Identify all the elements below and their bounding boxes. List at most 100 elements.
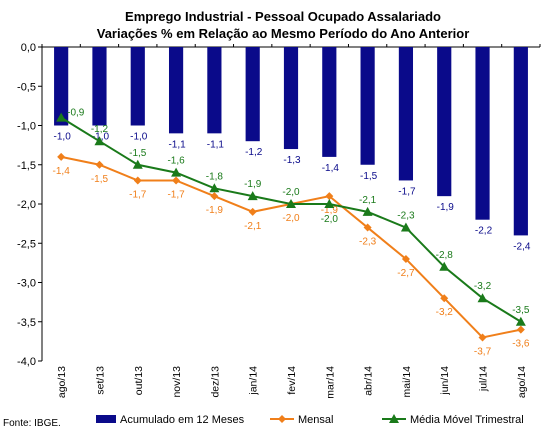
bar-data-label: -1,4 bbox=[322, 163, 340, 174]
media-movel-data-label: -3,2 bbox=[474, 281, 492, 292]
media-movel-data-label: -1,9 bbox=[244, 179, 262, 190]
media-movel-point bbox=[362, 206, 373, 216]
y-tick-label: -2,5 bbox=[17, 238, 36, 250]
mensal-data-label: -1,5 bbox=[91, 174, 109, 185]
bar bbox=[54, 47, 69, 126]
bar bbox=[360, 47, 375, 165]
media-movel-point bbox=[56, 112, 67, 122]
y-tick-label: -1,0 bbox=[17, 121, 36, 133]
mensal-point bbox=[440, 294, 449, 303]
mensal-data-label: -1,4 bbox=[53, 166, 71, 177]
bar bbox=[513, 47, 528, 236]
mensal-point bbox=[363, 223, 372, 232]
x-tick-label: mar/14 bbox=[324, 366, 336, 399]
media-movel-data-label: -0,9 bbox=[67, 108, 85, 119]
bar-data-label: -1,2 bbox=[245, 147, 263, 158]
mensal-data-label: -3,6 bbox=[512, 339, 530, 350]
mensal-data-label: -1,9 bbox=[321, 205, 339, 216]
bar-data-label: -1,3 bbox=[283, 155, 301, 166]
mensal-data-label: -1,7 bbox=[129, 189, 147, 200]
bar-data-label: -1,0 bbox=[54, 132, 72, 143]
media-movel-data-label: -2,0 bbox=[282, 187, 300, 198]
x-tick-label: jan/14 bbox=[248, 366, 260, 396]
mensal-point bbox=[478, 333, 487, 342]
media-movel-data-label: -2,3 bbox=[397, 211, 415, 222]
media-movel-point bbox=[209, 183, 220, 193]
bar bbox=[437, 47, 452, 197]
mensal-data-label: -2,1 bbox=[244, 221, 262, 232]
media-movel-data-label: -2,8 bbox=[436, 250, 454, 261]
y-tick-label: 0,0 bbox=[21, 42, 36, 54]
y-tick-label: -3,5 bbox=[17, 317, 36, 329]
y-tick-label: -0,5 bbox=[17, 81, 36, 93]
x-tick-label: jun/14 bbox=[439, 366, 451, 396]
media-movel-data-label: -2,1 bbox=[359, 195, 377, 206]
media-movel-point bbox=[400, 222, 411, 232]
media-movel-data-label: -3,5 bbox=[512, 305, 530, 316]
media-movel-point bbox=[247, 191, 258, 201]
mensal-point bbox=[516, 325, 525, 334]
bar bbox=[245, 47, 260, 142]
x-tick-label: nov/13 bbox=[171, 366, 183, 398]
legend-item: Mensal bbox=[270, 414, 333, 426]
mensal-point bbox=[133, 176, 142, 185]
plot-area: 0,0 -0,5 -1,0 -1,5 -2,0 -2,5 -3,0 -3,5 -4,0 ago/1… bbox=[17, 42, 541, 399]
mensal-point bbox=[172, 176, 181, 185]
media-movel-point bbox=[132, 159, 143, 169]
bar-data-label: -1,7 bbox=[398, 186, 416, 197]
x-tick-label: out/13 bbox=[133, 366, 145, 395]
legend-label: Acumulado em 12 Meses bbox=[120, 414, 245, 426]
media-movel-point bbox=[515, 316, 526, 326]
legend-item: Acumulado em 12 Meses bbox=[96, 414, 245, 426]
mensal-data-label: -3,2 bbox=[436, 307, 454, 318]
mensal-data-label: -1,7 bbox=[167, 189, 185, 200]
bar-data-label: -2,4 bbox=[513, 241, 531, 252]
bar-data-label: -2,2 bbox=[475, 226, 493, 237]
mensal-data-label: -2,7 bbox=[397, 268, 415, 279]
bar bbox=[92, 47, 107, 126]
bar bbox=[322, 47, 337, 157]
y-tick-label: -3,0 bbox=[17, 278, 36, 290]
mensal-point bbox=[325, 192, 334, 201]
x-tick-label: jul/14 bbox=[478, 366, 490, 392]
bar-data-label: -1,5 bbox=[360, 171, 378, 182]
legend-label: Média Móvel Trimestral bbox=[410, 414, 524, 426]
mensal-data-label: -2,0 bbox=[282, 213, 300, 224]
bar bbox=[283, 47, 299, 150]
legend-marker bbox=[278, 415, 286, 423]
legend-label: Mensal bbox=[298, 414, 333, 426]
y-tick-label: -1,5 bbox=[17, 160, 36, 172]
mensal-point bbox=[401, 254, 410, 263]
legend-item: Média Móvel Trimestral bbox=[382, 414, 524, 426]
legend: Acumulado em 12 Meses Mensal Média Móvel T… bbox=[96, 414, 524, 426]
media-movel-point bbox=[171, 167, 182, 177]
x-tick-label: ago/14 bbox=[516, 366, 528, 398]
bar bbox=[130, 47, 145, 126]
x-tick-label: fev/14 bbox=[286, 366, 298, 395]
mensal-data-label: -1,9 bbox=[206, 205, 224, 216]
mensal-data-label: -2,3 bbox=[359, 237, 377, 248]
bar bbox=[207, 47, 222, 134]
media-movel-point bbox=[94, 136, 105, 146]
chart-title: Emprego Industrial - Pessoal Ocupado Ass… bbox=[125, 9, 441, 24]
x-tick-label: set/13 bbox=[94, 366, 106, 395]
x-tick-label: mai/14 bbox=[401, 366, 413, 398]
mensal-point bbox=[95, 160, 104, 169]
bar bbox=[398, 47, 414, 181]
y-tick-label: -2,0 bbox=[17, 199, 36, 211]
media-movel-point bbox=[324, 199, 335, 208]
legend-marker bbox=[389, 414, 399, 423]
bar-data-label: -1,9 bbox=[437, 202, 455, 213]
mensal-point bbox=[57, 152, 66, 161]
x-tick-label: dez/13 bbox=[209, 366, 221, 398]
media-movel-data-label: -1,6 bbox=[167, 156, 185, 167]
mensal-data-label: -3,7 bbox=[474, 346, 492, 357]
bar-data-label: -1,1 bbox=[207, 139, 225, 150]
media-movel-data-label: -1,5 bbox=[129, 148, 147, 159]
bar-data-label: -1,0 bbox=[130, 132, 148, 143]
media-movel-data-label: -2,0 bbox=[321, 214, 339, 225]
mensal-point bbox=[210, 192, 219, 201]
bar bbox=[168, 47, 184, 134]
media-movel-point bbox=[439, 261, 450, 271]
